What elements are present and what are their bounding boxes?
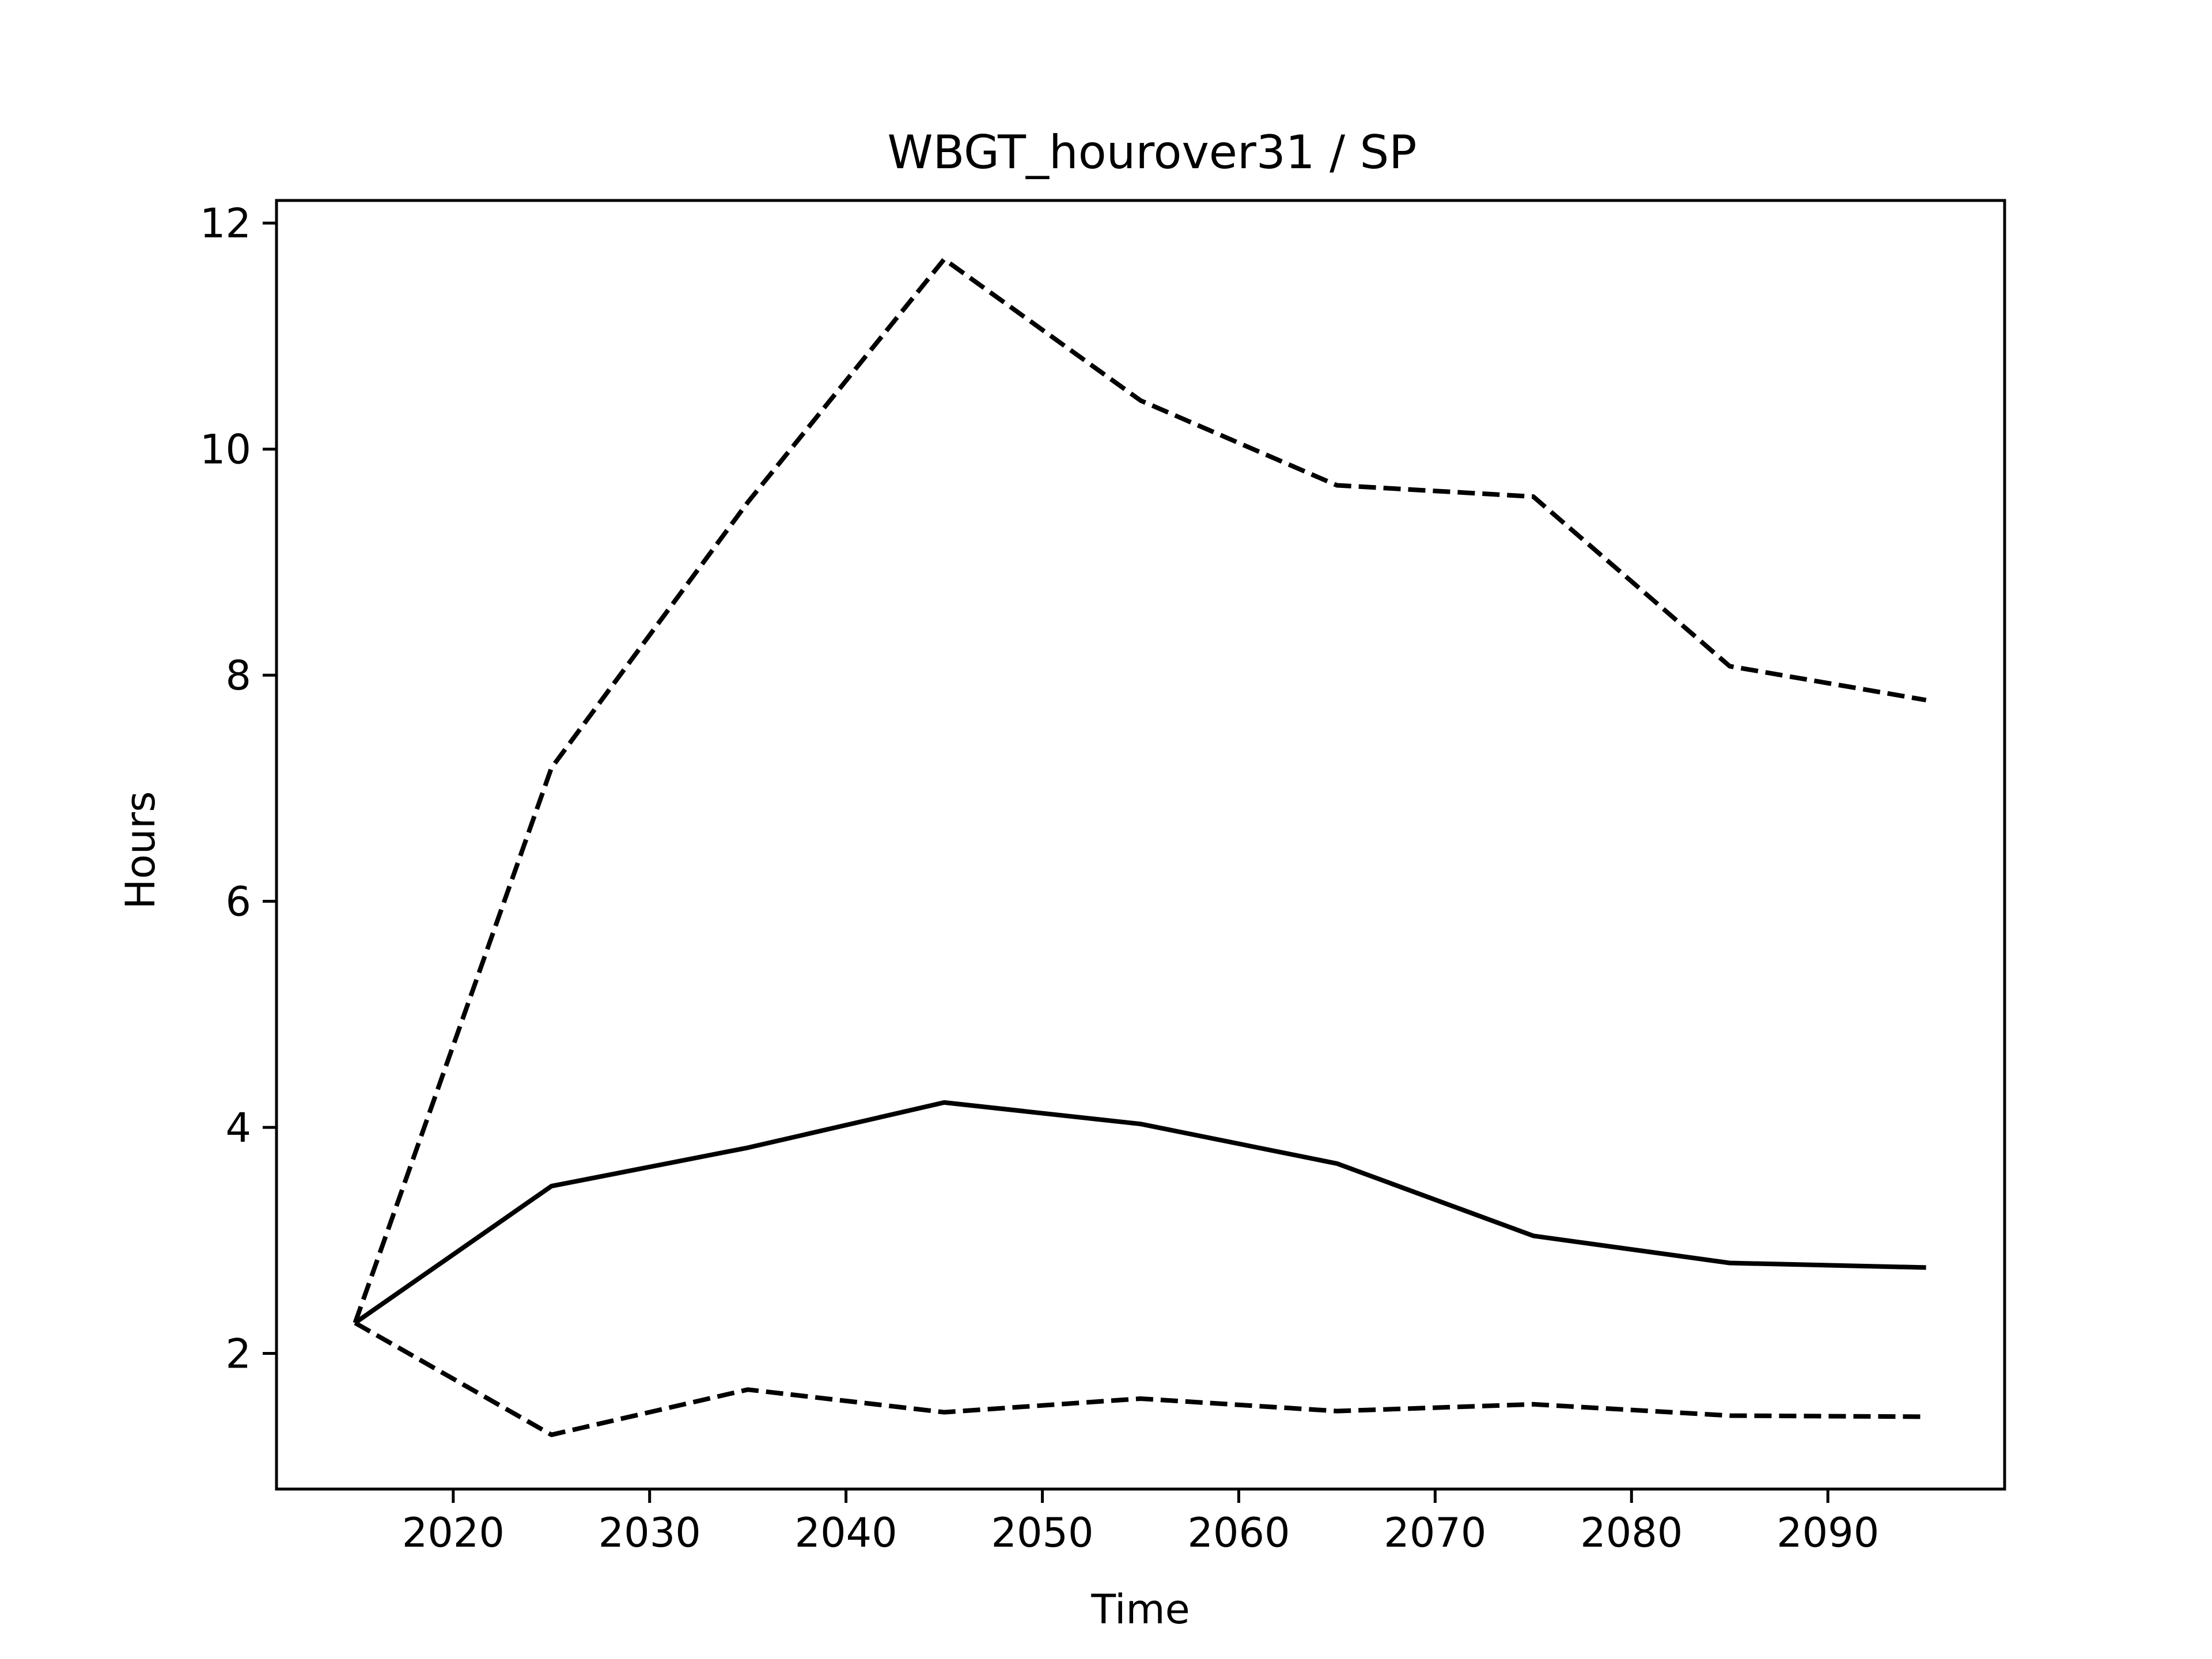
series-median-line [354, 1100, 1926, 1325]
y-tick-label-6: 6 [225, 878, 251, 926]
x-tick-label-2020: 2020 [402, 1509, 505, 1556]
y-tick-label-10: 10 [200, 426, 251, 474]
x-tick-label-2080: 2080 [1580, 1509, 1683, 1556]
x-axis-label: Time [1090, 1586, 1190, 1633]
series-upper-bound-line [353, 257, 1927, 1324]
x-axis: 2020 2030 2040 2050 2060 2070 2080 2090 [402, 1489, 1879, 1556]
x-tick-label-2060: 2060 [1187, 1509, 1290, 1556]
x-tick-label-2090: 2090 [1777, 1509, 1879, 1556]
y-tick-label-12: 12 [200, 200, 251, 247]
x-tick-label-2040: 2040 [795, 1509, 897, 1556]
y-tick-label-4: 4 [225, 1104, 251, 1152]
chart-title: WBGT_hourover31 / SP [887, 126, 1416, 179]
y-axis-label: Hours [117, 791, 164, 909]
plot-series [353, 257, 1927, 1437]
x-tick-label-2070: 2070 [1384, 1509, 1486, 1556]
y-axis: 2 4 6 8 10 12 [200, 200, 276, 1378]
plot-frame [275, 199, 2006, 1491]
y-tick-label-2: 2 [225, 1331, 251, 1378]
x-tick-label-2050: 2050 [991, 1509, 1093, 1556]
series-lower-bound-line [354, 1321, 1926, 1437]
y-tick-label-8: 8 [225, 652, 251, 699]
x-tick-label-2030: 2030 [599, 1509, 701, 1556]
